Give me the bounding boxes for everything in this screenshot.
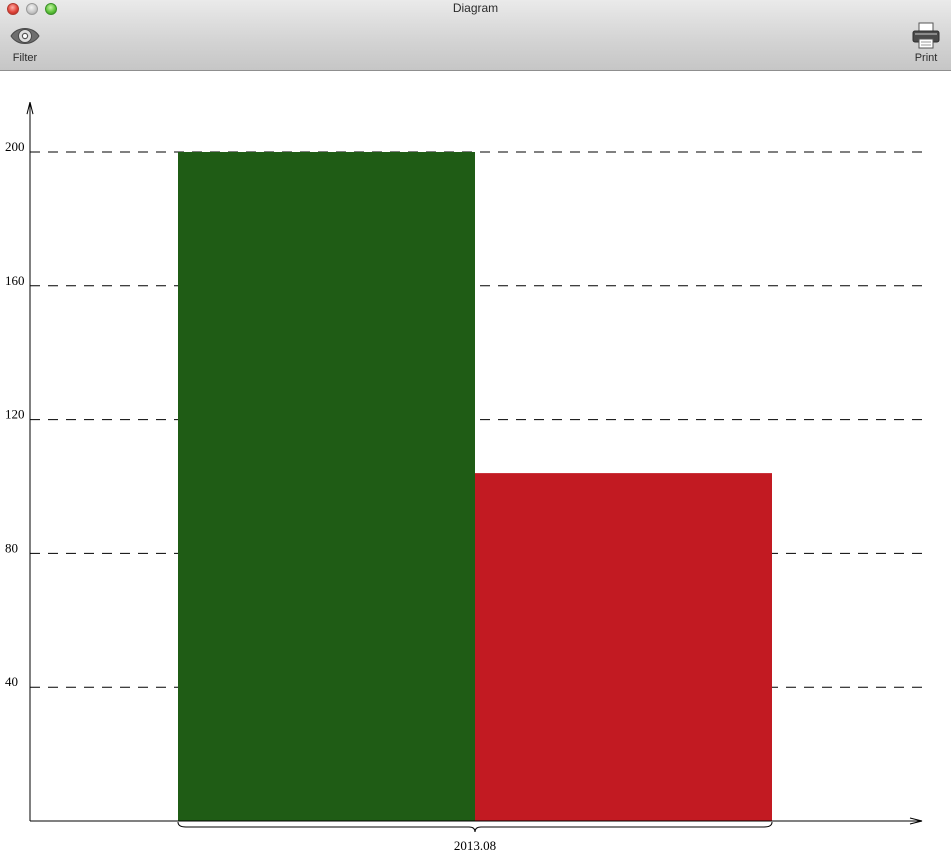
filter-button[interactable]: Filter [3, 22, 47, 68]
print-button[interactable]: Print [904, 22, 948, 68]
bars [178, 152, 772, 821]
y-axis-arrow [26, 102, 34, 115]
toolbar: Diagram Filter Print [0, 0, 951, 71]
y-tick-label-200: 200 [5, 139, 25, 154]
x-tick-label-2013.08: 2013.08 [454, 838, 496, 853]
x-axis-arrow [909, 817, 923, 825]
y-tick-label-80: 80 [5, 540, 18, 555]
filter-label: Filter [12, 52, 38, 64]
y-tick-label-160: 160 [5, 273, 25, 288]
bar-series-2-2013.08 [475, 473, 772, 821]
eye-icon [10, 28, 40, 44]
bar-chart: 40 80 120 160 200 2013.08 [5, 102, 923, 853]
bar-series-1-2013.08 [178, 152, 475, 821]
category-brace-2013.08 [177, 821, 773, 833]
axes [26, 102, 923, 833]
zoom-window-button[interactable] [45, 3, 57, 15]
print-label: Print [914, 52, 938, 64]
printer-icon [912, 22, 940, 49]
axis-labels: 40 80 120 160 200 2013.08 [5, 139, 496, 853]
close-window-button[interactable] [7, 3, 19, 15]
y-tick-label-120: 120 [5, 407, 25, 422]
minimize-window-button[interactable] [26, 3, 38, 15]
window-title: Diagram [452, 1, 499, 15]
y-tick-label-40: 40 [5, 674, 18, 689]
